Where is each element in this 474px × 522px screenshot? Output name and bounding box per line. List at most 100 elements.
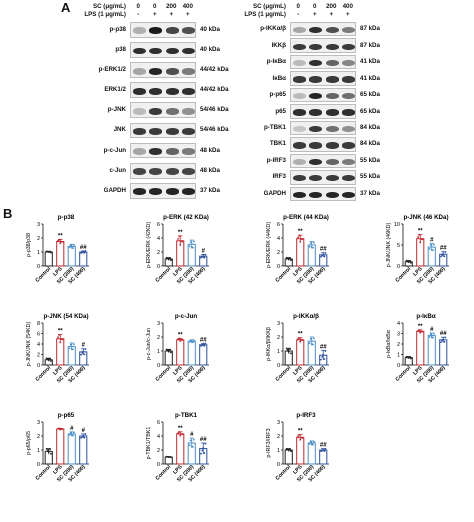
data-point [298, 337, 301, 339]
significance-marker: ** [298, 332, 303, 338]
bar [284, 449, 293, 465]
data-point [169, 455, 171, 458]
significance-marker: # [202, 248, 206, 254]
data-point [320, 358, 322, 361]
data-point [189, 439, 192, 442]
significance-marker: ** [58, 329, 63, 335]
protein-band [325, 191, 339, 198]
blot-strip [290, 120, 356, 136]
chart-title: p-JNK (46 KDa) [403, 214, 448, 221]
significance-marker: ## [80, 245, 87, 251]
blot-row-label: p-IκBα [266, 58, 286, 66]
data-point [299, 240, 302, 243]
data-point [298, 433, 301, 436]
data-point [417, 236, 419, 238]
protein-band [309, 175, 323, 182]
data-point [321, 355, 324, 358]
data-point [443, 255, 446, 258]
data-point [58, 238, 61, 241]
protein-band [292, 59, 306, 67]
kda-label: 54/46 kDa [200, 106, 229, 114]
significance-marker: ## [320, 344, 327, 350]
y-tick-label: 2 [277, 335, 280, 341]
chart-title: p-p65 [58, 412, 75, 419]
data-point [308, 443, 311, 445]
blot-strip [130, 102, 196, 119]
data-point [57, 336, 59, 339]
protein-band [165, 27, 179, 35]
data-point [45, 448, 48, 450]
significance-marker: # [82, 428, 86, 434]
blot-row-label: IRF3 [272, 173, 286, 181]
y-tick-label: 2 [37, 236, 40, 242]
protein-band [309, 59, 323, 67]
blot-strip [130, 162, 196, 179]
data-point [406, 260, 409, 263]
y-axis-label: p-ERK/ERK (42KD) [146, 222, 152, 268]
bar [79, 251, 88, 267]
protein-band [182, 107, 196, 115]
data-point [47, 451, 50, 453]
data-point [73, 244, 75, 246]
data-point [193, 240, 195, 243]
data-point [420, 330, 423, 333]
data-point [433, 243, 435, 246]
data-point [189, 339, 192, 342]
data-point [297, 435, 299, 438]
significance-marker: ## [200, 437, 207, 443]
blot-row-label: p-ERK1/2 [98, 66, 126, 74]
protein-band [132, 27, 146, 35]
data-point [290, 259, 292, 262]
data-point [409, 259, 411, 262]
data-point [313, 440, 315, 443]
protein-band [182, 47, 196, 55]
significance-marker: ** [178, 426, 183, 432]
data-point [73, 343, 75, 346]
data-point [169, 257, 171, 259]
y-tick-label: 0 [37, 462, 40, 468]
data-point [81, 251, 84, 254]
blot-strip [290, 87, 356, 103]
protein-band [292, 175, 306, 182]
chart-title: p-c-Jun [175, 313, 198, 320]
y-axis-label: p-JNK/JNK (46KD) [386, 223, 392, 268]
data-point [80, 353, 82, 356]
data-point [166, 455, 169, 458]
lps-value: + [185, 11, 190, 18]
data-point [193, 438, 195, 441]
protein-band [165, 148, 179, 156]
protein-band [149, 87, 163, 95]
protein-band [342, 109, 356, 116]
y-tick-label: 2 [37, 434, 40, 440]
significance-marker: ** [298, 429, 303, 435]
data-point [419, 331, 422, 334]
chart-title: p-IκBα [416, 313, 435, 320]
bar [67, 245, 76, 267]
sc-dose-value: 0 [136, 3, 140, 10]
data-point [429, 333, 432, 336]
lps-value: + [152, 11, 157, 18]
data-point [84, 348, 87, 351]
data-point [72, 348, 74, 351]
significance-marker: ** [178, 230, 183, 236]
y-tick-label: 1 [37, 448, 40, 454]
data-point [59, 341, 62, 344]
data-point [46, 250, 49, 253]
data-point [46, 358, 49, 360]
lps-value: - [137, 11, 140, 18]
data-point [290, 352, 292, 355]
blot-row-label: ERK1/2 [104, 86, 126, 94]
x-tick-label: LPS [172, 464, 184, 476]
data-point [60, 338, 63, 340]
bar [44, 251, 53, 267]
data-point [286, 448, 289, 451]
y-tick-label: 2 [157, 250, 160, 256]
protein-band [342, 191, 356, 198]
significance-marker: ## [320, 247, 327, 253]
bar [199, 344, 208, 366]
protein-band [182, 188, 196, 196]
y-tick-label: 2 [157, 335, 160, 341]
data-point [177, 238, 179, 240]
